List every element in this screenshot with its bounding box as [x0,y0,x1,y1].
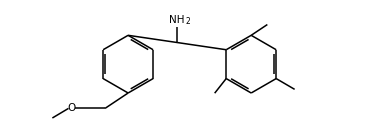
Text: O: O [67,103,76,113]
Text: NH: NH [169,15,184,25]
Text: 2: 2 [186,17,190,26]
